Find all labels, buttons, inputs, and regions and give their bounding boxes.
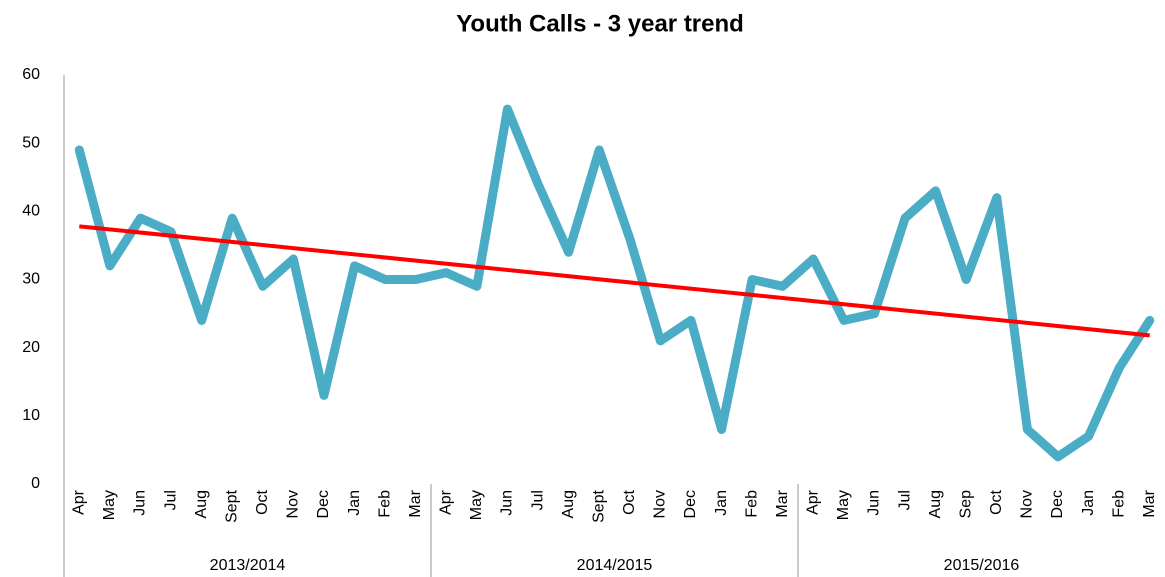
x-tick-label: Jun <box>499 490 516 516</box>
x-tick-label: Jun <box>866 490 883 516</box>
x-tick-label: Aug <box>927 490 944 518</box>
x-tick-label: Mar <box>774 489 791 517</box>
x-tick-label: Jul <box>896 490 913 510</box>
x-tick-label: Dec <box>682 490 699 518</box>
y-tick-label: 30 <box>22 271 40 288</box>
x-tick-label: Aug <box>193 490 210 518</box>
x-tick-label: Aug <box>560 490 577 518</box>
x-tick-label: May <box>468 490 485 520</box>
x-tick-label: Mar <box>407 489 424 517</box>
chart-title: Youth Calls - 3 year trend <box>456 10 744 37</box>
trendline <box>79 224 1150 338</box>
x-tick-label: Feb <box>376 490 393 518</box>
x-tick-label: Jun <box>132 490 149 516</box>
x-tick-label: Sept <box>590 489 607 522</box>
group-label: 2013/2014 <box>210 557 286 574</box>
x-tick-label: Oct <box>621 489 638 514</box>
x-tick-label: Feb <box>743 490 760 518</box>
y-tick-label: 40 <box>22 203 40 220</box>
y-tick-label: 10 <box>22 407 40 424</box>
x-tick-label: May <box>835 490 852 520</box>
x-tick-label: Nov <box>285 490 302 518</box>
y-tick-label: 60 <box>22 66 40 83</box>
group-label: 2015/2016 <box>944 557 1020 574</box>
x-tick-label: Jan <box>346 490 363 516</box>
y-tick-label: 20 <box>22 339 40 356</box>
y-tick-label: 50 <box>22 134 40 151</box>
x-tick-label: Dec <box>1049 490 1066 518</box>
y-tick-label: 0 <box>31 475 40 492</box>
x-tick-label: Jul <box>162 490 179 510</box>
x-tick-label: Oct <box>988 489 1005 514</box>
x-tick-label: May <box>101 490 118 520</box>
x-tick-label: Apr <box>438 489 455 515</box>
x-tick-label: Mar <box>1141 489 1158 517</box>
x-tick-label: Sept <box>223 489 240 522</box>
x-tick-label: Jul <box>529 490 546 510</box>
x-tick-label: Jan <box>1080 490 1097 516</box>
x-tick-label: Apr <box>71 489 88 515</box>
series-line <box>74 104 1155 462</box>
x-tick-label: Dec <box>315 490 332 518</box>
group-label: 2014/2015 <box>577 557 653 574</box>
x-tick-label: Nov <box>1019 490 1036 518</box>
x-tick-label: Sep <box>957 490 974 519</box>
x-tick-label: Jan <box>713 490 730 516</box>
x-tick-label: Nov <box>652 490 669 518</box>
x-tick-label: Feb <box>1110 490 1127 518</box>
x-tick-label: Oct <box>254 489 271 514</box>
x-tick-label: Apr <box>805 489 822 515</box>
